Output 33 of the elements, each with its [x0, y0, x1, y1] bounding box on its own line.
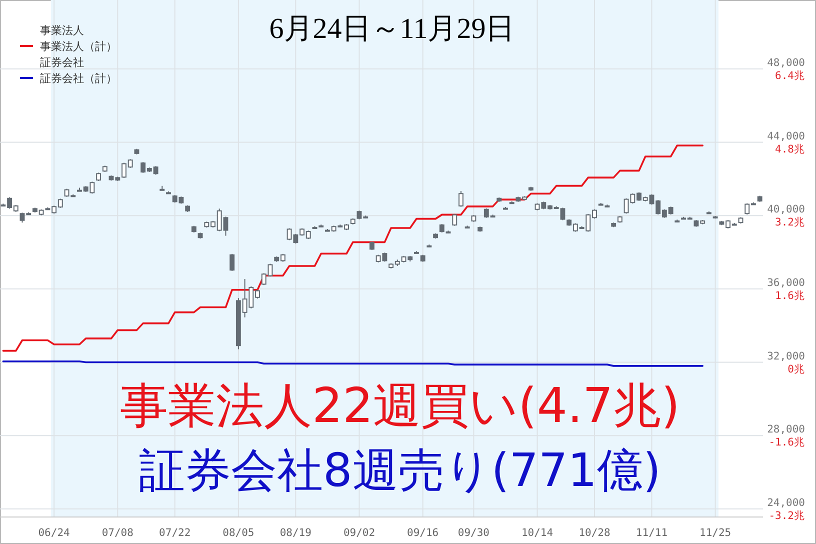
x-tick-label: 11/11 [636, 527, 668, 539]
legend-label: 事業法人（計） [40, 40, 117, 53]
x-tick-label: 09/02 [343, 527, 376, 539]
y2-tick-label: 6.4兆 [775, 68, 805, 82]
annotation: 証券会社 [40, 56, 84, 69]
x-tick-label: 08/19 [280, 527, 312, 539]
x-tick-label: 10/14 [521, 527, 554, 539]
y-tick-label: 28,000 [767, 424, 805, 436]
y-tick-label: 36,000 [767, 276, 805, 289]
x-tick-label: 07/08 [102, 527, 134, 539]
y2-tick-label: 4.8兆 [775, 142, 805, 156]
annotation: 事業法人 [40, 24, 84, 37]
y2-tick-label: 1.6兆 [775, 288, 805, 302]
annotation: 事業法人22週買い(4.7兆) [120, 378, 680, 434]
annotation: 証券会社8週売り(771億) [139, 443, 661, 497]
y2-tick-label: 0兆 [788, 362, 805, 376]
chart-title: 6月24日～11月29日 [269, 13, 515, 45]
x-tick-label: 08/05 [222, 527, 254, 539]
x-tick-label: 11/25 [700, 527, 732, 539]
y-tick-label: 32,000 [767, 350, 805, 362]
x-tick-label: 09/30 [458, 527, 490, 539]
x-tick-label: 10/28 [578, 527, 610, 539]
x-tick-label: 06/24 [38, 527, 70, 539]
y2-tick-label: -3.2兆 [768, 508, 805, 522]
legend-label: 証券会社（計） [40, 72, 117, 85]
y-tick-label: 40,000 [767, 204, 805, 216]
y2-tick-label: 3.2兆 [775, 216, 805, 229]
y-tick-label: 24,000 [767, 496, 805, 509]
x-tick-label: 07/22 [159, 527, 191, 539]
x-tick-label: 09/16 [407, 527, 439, 539]
y-tick-label: 44,000 [767, 130, 805, 142]
y-tick-label: 48,000 [767, 56, 805, 69]
y2-tick-label: -1.6兆 [768, 436, 805, 449]
